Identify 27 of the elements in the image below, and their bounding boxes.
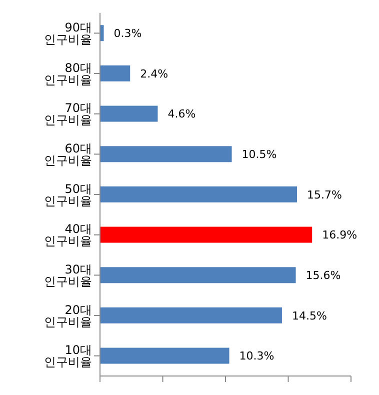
y-tick-label: 70대 인구비율 xyxy=(44,101,92,128)
data-label: 14.5% xyxy=(292,309,327,322)
y-tick-label: 20대 인구비율 xyxy=(44,302,92,329)
bar xyxy=(100,267,296,284)
y-tick-label: 50대 인구비율 xyxy=(44,182,92,208)
data-label: 10.3% xyxy=(239,350,274,363)
data-label: 2.4% xyxy=(140,67,168,80)
bar xyxy=(100,186,298,202)
bar xyxy=(100,348,230,364)
data-label: 15.7% xyxy=(307,188,342,202)
data-label: 0.3% xyxy=(114,26,142,40)
y-tick-label: 10대 인구비율 xyxy=(44,343,92,370)
data-label: 10.5% xyxy=(242,148,277,161)
y-tick-label: 40대 인구비율 xyxy=(44,222,92,248)
bar xyxy=(100,307,282,324)
y-tick-label: 90대 인구비율 xyxy=(44,20,92,46)
bar xyxy=(100,65,130,82)
bar xyxy=(100,106,158,122)
bar xyxy=(100,226,312,243)
y-tick-label: 60대 인구비율 xyxy=(44,141,92,168)
data-label: 16.9% xyxy=(322,228,358,242)
y-tick-label: 80대 인구비율 xyxy=(44,60,92,87)
data-label: 15.6% xyxy=(306,268,341,282)
bar xyxy=(100,146,232,162)
bar xyxy=(100,25,104,42)
data-label: 4.6% xyxy=(168,108,196,121)
y-tick-label: 30대 인구비율 xyxy=(44,262,92,288)
